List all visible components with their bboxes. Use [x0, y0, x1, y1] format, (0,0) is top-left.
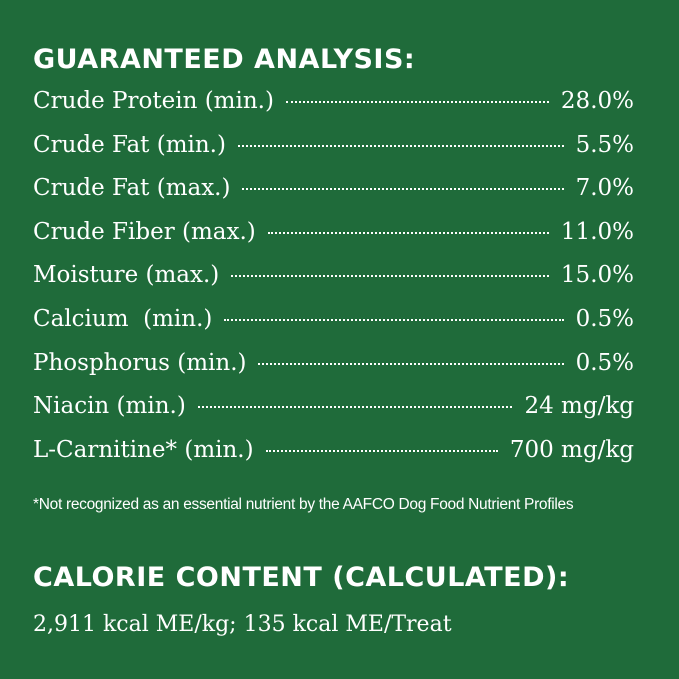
analysis-row: Crude Fiber (max.) 11.0% — [33, 219, 634, 263]
nutrient-value: 0.5% — [575, 349, 634, 376]
nutrient-label: Crude Fat (max.) — [33, 175, 231, 202]
nutrient-label: Crude Fat (min.) — [33, 131, 226, 158]
analysis-row: Crude Fat (max.) 7.0% — [33, 175, 634, 219]
dot-leader — [242, 188, 564, 191]
nutrient-label: Crude Protein (min.) — [33, 88, 274, 114]
nutrient-value: 5.5% — [575, 131, 634, 158]
analysis-row: Moisture (max.) 15.0% — [33, 262, 634, 306]
analysis-row: Niacin (min.) 24 mg/kg — [33, 393, 634, 437]
nutrient-value: 7.0% — [575, 175, 634, 202]
nutrient-label: Calcium (min.) — [33, 305, 213, 332]
analysis-row: Crude Protein (min.) 28.0% — [33, 88, 634, 132]
dot-leader — [285, 101, 549, 103]
nutrient-value: 24 mg/kg — [524, 393, 634, 420]
nutrient-value: 11.0% — [560, 218, 634, 245]
nutrient-value: 15.0% — [560, 262, 634, 289]
analysis-row: Phosphorus (min.) 0.5% — [33, 350, 634, 394]
nutrient-value: 700 mg/kg — [509, 436, 634, 463]
analysis-table: Crude Protein (min.) 28.0% Crude Fat (min.… — [33, 88, 634, 480]
nutrient-label: Crude Fiber (max.) — [33, 218, 256, 245]
nutrient-value: 28.0% — [560, 88, 634, 114]
dot-leader — [265, 449, 498, 452]
dot-leader — [267, 231, 549, 234]
analysis-row: L-Carnitine* (min.) 700 mg/kg — [33, 437, 634, 481]
analysis-row: Calcium (min.) 0.5% — [33, 306, 634, 350]
calorie-content-heading: CALORIE CONTENT (CALCULATED): — [33, 562, 570, 593]
guaranteed-analysis-heading: GUARANTEED ANALYSIS: — [33, 44, 416, 75]
dot-leader — [237, 144, 564, 147]
dot-leader — [224, 318, 564, 321]
footnote: *Not recognized as an essential nutrient… — [33, 496, 574, 513]
nutrient-label: Moisture (max.) — [33, 262, 220, 289]
nutrient-label: Phosphorus (min.) — [33, 349, 247, 376]
nutrient-label: L-Carnitine* (min.) — [33, 436, 254, 463]
dot-leader — [258, 362, 564, 365]
dot-leader — [197, 406, 513, 409]
dot-leader — [231, 275, 549, 278]
nutrient-label: Niacin (min.) — [33, 393, 186, 420]
analysis-row: Crude Fat (min.) 5.5% — [33, 132, 634, 176]
calorie-content-text: 2,911 kcal ME/kg; 135 kcal ME/Treat — [33, 612, 452, 637]
nutrient-value: 0.5% — [575, 305, 634, 332]
